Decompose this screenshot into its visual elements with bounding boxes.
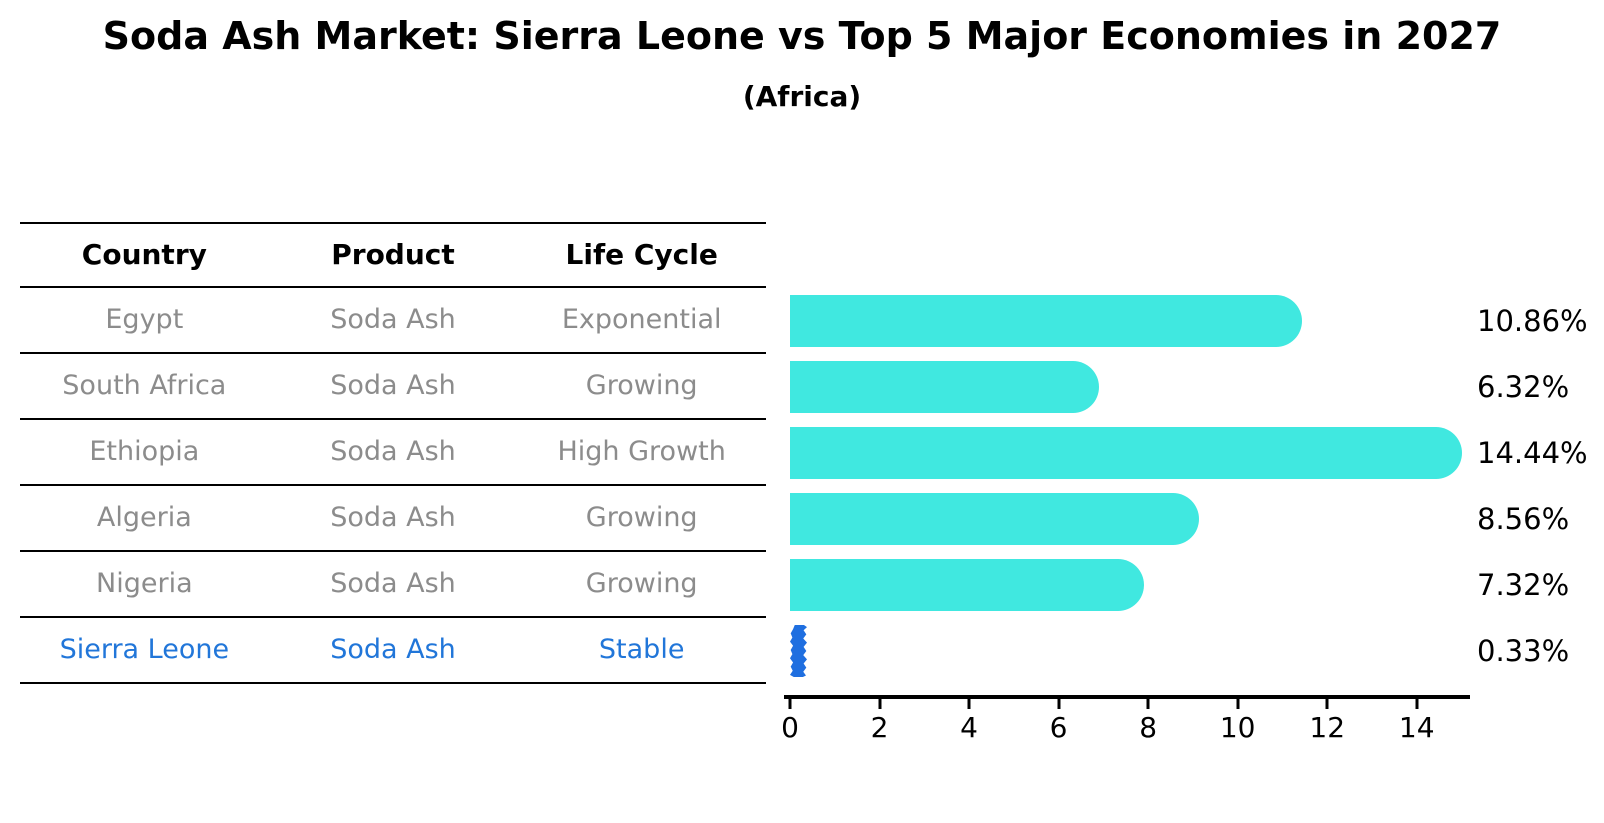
table-row: South Africa Soda Ash Growing <box>20 354 766 420</box>
x-axis-tick <box>788 699 792 709</box>
x-axis-tick-label: 8 <box>1139 711 1158 744</box>
chart-row <box>790 552 1466 618</box>
chart-row <box>790 618 1466 684</box>
chart-row <box>790 354 1466 420</box>
x-axis-tick-label: 10 <box>1219 711 1256 744</box>
table-row: Ethiopia Soda Ash High Growth <box>20 420 766 486</box>
x-axis-tick <box>1415 699 1419 709</box>
table-cell-lifecycle: Stable <box>598 634 685 666</box>
bar-sierra-leone <box>790 625 807 677</box>
value-label: 0.33% <box>1477 634 1570 668</box>
chart-row <box>790 486 1466 552</box>
x-axis-tick <box>1236 699 1240 709</box>
x-axis-tick <box>1057 699 1061 709</box>
table-cell-product: Soda Ash <box>330 304 456 336</box>
table-body: Egypt Soda Ash Exponential South Africa … <box>20 288 766 684</box>
bar-ethiopia <box>790 427 1463 479</box>
table-cell-product: Soda Ash <box>330 436 456 468</box>
table-row: Nigeria Soda Ash Growing <box>20 552 766 618</box>
x-axis-tick <box>1146 699 1150 709</box>
table-cell-lifecycle: Growing <box>585 502 698 534</box>
x-axis-tick <box>1325 699 1329 709</box>
table-cell-product: Soda Ash <box>330 502 456 534</box>
value-label: 8.56% <box>1477 502 1570 536</box>
x-axis-tick-label: 0 <box>781 711 799 744</box>
country-table: Country Product Life Cycle Egypt Soda As… <box>20 222 766 684</box>
x-axis-tick-label: 12 <box>1309 711 1346 744</box>
table-cell-product: Soda Ash <box>330 634 456 666</box>
table-cell-lifecycle: Growing <box>585 568 698 600</box>
table-cell-lifecycle: Exponential <box>561 304 722 336</box>
value-label: 10.86% <box>1477 304 1588 338</box>
x-axis: 0 2 4 6 8 10 12 14 <box>781 695 1470 744</box>
bar-south-africa <box>790 361 1099 413</box>
bar-nigeria <box>790 559 1144 611</box>
table-cell-country: Ethiopia <box>89 436 200 468</box>
x-axis-tick-label: 6 <box>1049 711 1068 744</box>
chart-rows <box>790 288 1466 684</box>
x-axis-tick <box>878 699 882 709</box>
x-axis-tick-label: 14 <box>1398 711 1435 744</box>
table-cell-lifecycle: High Growth <box>557 436 726 468</box>
bar-egypt <box>790 295 1303 347</box>
table-header-lifecycle: Life Cycle <box>565 237 718 271</box>
table-header-row: Country Product Life Cycle <box>20 222 766 288</box>
bar-algeria <box>790 493 1200 545</box>
value-label: 6.32% <box>1477 370 1570 404</box>
table-cell-country: Egypt <box>105 304 184 336</box>
table-cell-country: Algeria <box>96 502 192 534</box>
table-cell-lifecycle: Growing <box>585 370 698 402</box>
value-labels: 10.86% 6.32% 14.44% 8.56% 7.32% 0.33% <box>1477 288 1604 684</box>
table-cell-product: Soda Ash <box>330 370 456 402</box>
page-title: Soda Ash Market: Sierra Leone vs Top 5 M… <box>102 14 1502 58</box>
page-subtitle: (Africa) <box>742 80 862 113</box>
table-header-product: Product <box>331 237 455 271</box>
x-axis-tick-label: 4 <box>960 711 978 744</box>
table-cell-country: Sierra Leone <box>59 634 230 666</box>
table-row: Algeria Soda Ash Growing <box>20 486 766 552</box>
x-axis-tick-label: 2 <box>870 711 889 744</box>
table-row: Sierra Leone Soda Ash Stable <box>20 618 766 684</box>
table-cell-country: South Africa <box>62 370 227 402</box>
table-header-country: Country <box>81 237 207 271</box>
value-label: 14.44% <box>1477 436 1588 470</box>
table-row: Egypt Soda Ash Exponential <box>20 288 766 354</box>
chart-row <box>790 288 1466 354</box>
table-cell-country: Nigeria <box>96 568 193 600</box>
value-label: 7.32% <box>1477 568 1570 602</box>
x-axis-tick <box>967 699 971 709</box>
x-axis-line <box>784 695 1470 699</box>
table-cell-product: Soda Ash <box>330 568 456 600</box>
chart-row <box>790 420 1466 486</box>
